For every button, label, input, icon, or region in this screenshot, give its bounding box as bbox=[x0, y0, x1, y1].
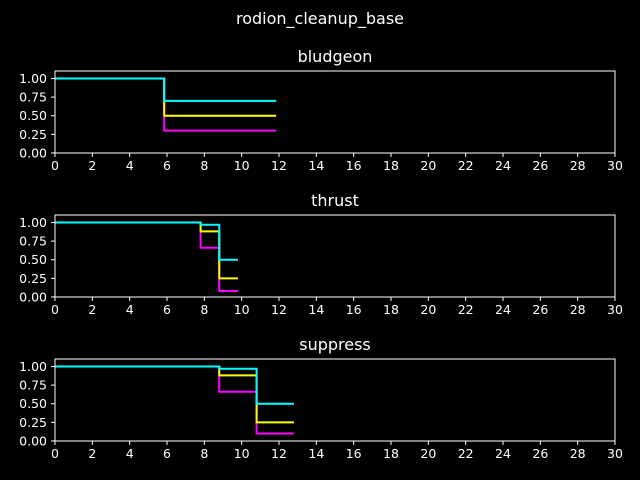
axes-frame bbox=[54, 358, 616, 442]
series-line-3 bbox=[55, 365, 294, 405]
y-tick-label: 0.50 bbox=[19, 396, 47, 411]
x-tick-label: 18 bbox=[383, 446, 399, 461]
series-line-3 bbox=[55, 77, 277, 102]
x-tick-label: 10 bbox=[234, 302, 250, 317]
x-tick-label: 0 bbox=[51, 158, 59, 173]
subplot-title: thrust bbox=[311, 191, 359, 210]
x-tick-label: 12 bbox=[271, 158, 287, 173]
x-tick-label: 26 bbox=[532, 158, 548, 173]
y-tick-label: 1.00 bbox=[19, 215, 47, 230]
x-tick-label: 30 bbox=[607, 446, 623, 461]
x-tick-label: 30 bbox=[607, 302, 623, 317]
x-tick-label: 2 bbox=[88, 446, 96, 461]
subplot-title: bludgeon bbox=[298, 47, 373, 66]
x-tick-label: 4 bbox=[126, 158, 134, 173]
x-tick-label: 22 bbox=[458, 158, 474, 173]
x-tick-label: 24 bbox=[495, 158, 511, 173]
x-tick-label: 18 bbox=[383, 302, 399, 317]
x-tick-label: 20 bbox=[420, 158, 436, 173]
x-tick-label: 28 bbox=[570, 446, 586, 461]
y-tick-label: 0.00 bbox=[19, 146, 47, 161]
y-tick-label: 0.00 bbox=[19, 434, 47, 449]
x-tick-label: 20 bbox=[420, 302, 436, 317]
y-tick-label: 0.25 bbox=[19, 127, 47, 142]
x-tick-label: 18 bbox=[383, 158, 399, 173]
x-tick-label: 0 bbox=[51, 446, 59, 461]
y-tick-label: 0.50 bbox=[19, 108, 47, 123]
x-tick-label: 12 bbox=[271, 446, 287, 461]
series-line-3 bbox=[55, 221, 238, 261]
x-tick-label: 30 bbox=[607, 158, 623, 173]
x-tick-label: 24 bbox=[495, 302, 511, 317]
x-tick-label: 14 bbox=[308, 158, 324, 173]
x-tick-label: 14 bbox=[308, 446, 324, 461]
x-tick-label: 4 bbox=[126, 302, 134, 317]
y-tick-label: 0.75 bbox=[19, 378, 47, 393]
y-tick-label: 0.75 bbox=[19, 90, 47, 105]
subplot-title: suppress bbox=[299, 335, 371, 354]
x-tick-label: 22 bbox=[458, 302, 474, 317]
y-tick-label: 0.25 bbox=[19, 271, 47, 286]
x-tick-label: 28 bbox=[570, 302, 586, 317]
x-tick-label: 24 bbox=[495, 446, 511, 461]
x-tick-label: 6 bbox=[163, 302, 171, 317]
x-tick-label: 16 bbox=[346, 302, 362, 317]
x-tick-label: 8 bbox=[200, 446, 208, 461]
y-tick-label: 0.75 bbox=[19, 234, 47, 249]
axes-frame bbox=[54, 70, 616, 154]
x-tick-label: 6 bbox=[163, 158, 171, 173]
axes-frame bbox=[54, 214, 616, 298]
x-tick-label: 2 bbox=[88, 158, 96, 173]
x-tick-label: 10 bbox=[234, 158, 250, 173]
y-tick-label: 1.00 bbox=[19, 71, 47, 86]
y-tick-label: 0.50 bbox=[19, 252, 47, 267]
x-tick-label: 26 bbox=[532, 446, 548, 461]
x-tick-label: 12 bbox=[271, 302, 287, 317]
x-tick-label: 22 bbox=[458, 446, 474, 461]
x-tick-label: 2 bbox=[88, 302, 96, 317]
y-tick-label: 0.00 bbox=[19, 290, 47, 305]
figure-title: rodion_cleanup_base bbox=[236, 9, 404, 29]
x-tick-label: 28 bbox=[570, 158, 586, 173]
x-tick-label: 16 bbox=[346, 158, 362, 173]
x-tick-label: 8 bbox=[200, 302, 208, 317]
x-tick-label: 6 bbox=[163, 446, 171, 461]
x-tick-label: 16 bbox=[346, 446, 362, 461]
x-tick-label: 0 bbox=[51, 302, 59, 317]
x-tick-label: 14 bbox=[308, 302, 324, 317]
x-tick-label: 20 bbox=[420, 446, 436, 461]
x-tick-label: 4 bbox=[126, 446, 134, 461]
y-tick-label: 0.25 bbox=[19, 415, 47, 430]
x-tick-label: 26 bbox=[532, 302, 548, 317]
y-tick-label: 1.00 bbox=[19, 359, 47, 374]
x-tick-label: 8 bbox=[200, 158, 208, 173]
x-tick-label: 10 bbox=[234, 446, 250, 461]
